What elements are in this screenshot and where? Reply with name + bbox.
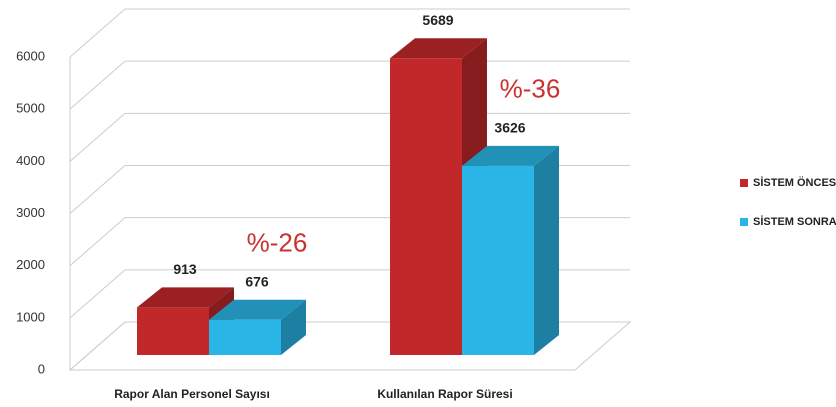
bar-front: [137, 307, 209, 355]
data-label: 5689: [422, 12, 453, 28]
annotation: %-36: [500, 74, 561, 104]
x-tick-label: Rapor Alan Personel Sayısı: [114, 387, 270, 401]
y-tick-label: 2000: [16, 257, 45, 272]
y-tick-label: 6000: [16, 48, 45, 63]
grid-line: [69, 8, 630, 58]
bar-front: [462, 165, 534, 355]
data-label: 676: [245, 273, 269, 289]
annotation: %-26: [247, 228, 308, 258]
y-tick-label: 4000: [16, 153, 45, 168]
x-tick-label: Kullanılan Rapor Süresi: [377, 387, 512, 401]
legend-label: SİSTEM ÖNCESİ: [753, 176, 836, 189]
y-tick-label: 1000: [16, 309, 45, 324]
legend-swatch: [740, 179, 748, 187]
data-label: 3626: [494, 120, 525, 136]
y-tick-label: 0: [38, 361, 45, 376]
legend-label: SİSTEM SONRASI: [753, 215, 836, 228]
bar-top: [390, 38, 487, 59]
bar-front: [390, 58, 462, 355]
bar: [462, 145, 559, 355]
legend-swatch: [740, 218, 748, 226]
bar-top: [462, 145, 559, 166]
data-label: 913: [173, 261, 197, 277]
bar-top: [209, 299, 306, 320]
bar-top: [137, 287, 234, 308]
bar-side: [534, 145, 559, 355]
bar: [209, 299, 306, 355]
bar-front: [209, 319, 281, 355]
bar-side: [281, 299, 306, 355]
y-tick-label: 3000: [16, 205, 45, 220]
y-tick-label: 5000: [16, 101, 45, 116]
bar: [137, 287, 234, 355]
